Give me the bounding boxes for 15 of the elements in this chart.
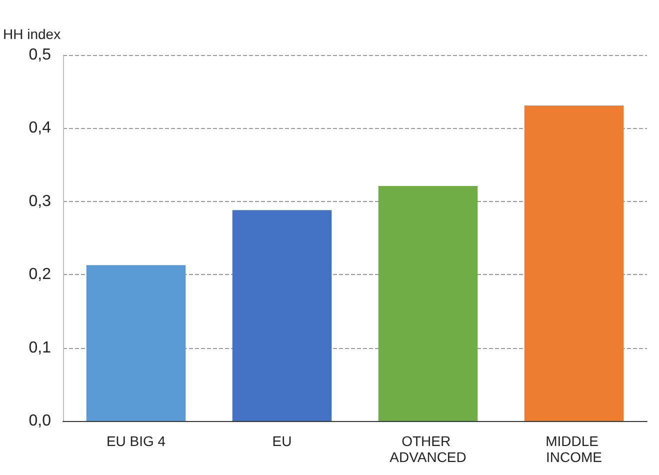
y-tick-label: 0,2: [28, 266, 52, 284]
x-tick-label: EU: [272, 433, 292, 449]
bar: [524, 106, 624, 421]
y-tick-label: 0,1: [28, 339, 52, 356]
y-tick-label: 0,0: [28, 412, 52, 430]
bar: [86, 265, 186, 421]
x-tick-label: MIDDLE INCOME: [546, 433, 602, 465]
x-tick-label: EU BIG 4: [106, 433, 166, 449]
y-tick-label: 0,3: [28, 192, 52, 210]
y-tick-label: 0,4: [28, 120, 52, 137]
y-axis-title: HH index: [3, 26, 61, 42]
x-tick-label: OTHER ADVANCED: [390, 433, 466, 465]
bar: [378, 186, 478, 421]
bar: [232, 210, 332, 421]
y-tick-label: 0,5: [28, 46, 52, 64]
